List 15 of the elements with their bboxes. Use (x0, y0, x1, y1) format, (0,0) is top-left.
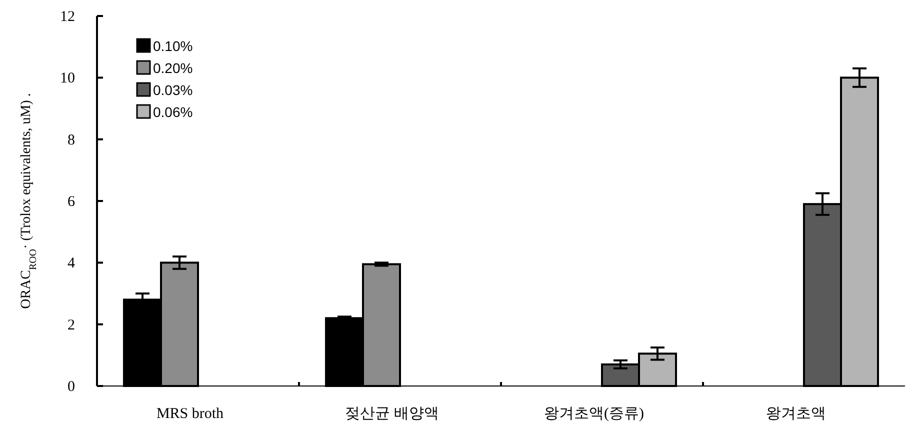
y-tick-label: 2 (68, 317, 75, 334)
legend-label: 0.10% (153, 38, 193, 54)
y-tick-label: 0 (68, 379, 75, 395)
legend-label: 0.06% (153, 104, 193, 120)
x-tick-label: 왕겨초액 (766, 406, 826, 422)
legend-label: 0.03% (153, 82, 193, 98)
y-tick-label: 4 (68, 256, 76, 272)
y-tick-label: 6 (68, 194, 76, 210)
y-tick-label: 8 (68, 132, 75, 148)
x-tick-label: 왕겨초액(증류) (544, 406, 644, 422)
y-tick-label: 12 (60, 9, 75, 25)
x-tick-label: 젖산균 배양액 (345, 406, 439, 422)
legend-label: 0.20% (153, 60, 193, 76)
x-tick-label: MRS broth (156, 406, 224, 422)
y-tick-label: 10 (60, 70, 75, 87)
